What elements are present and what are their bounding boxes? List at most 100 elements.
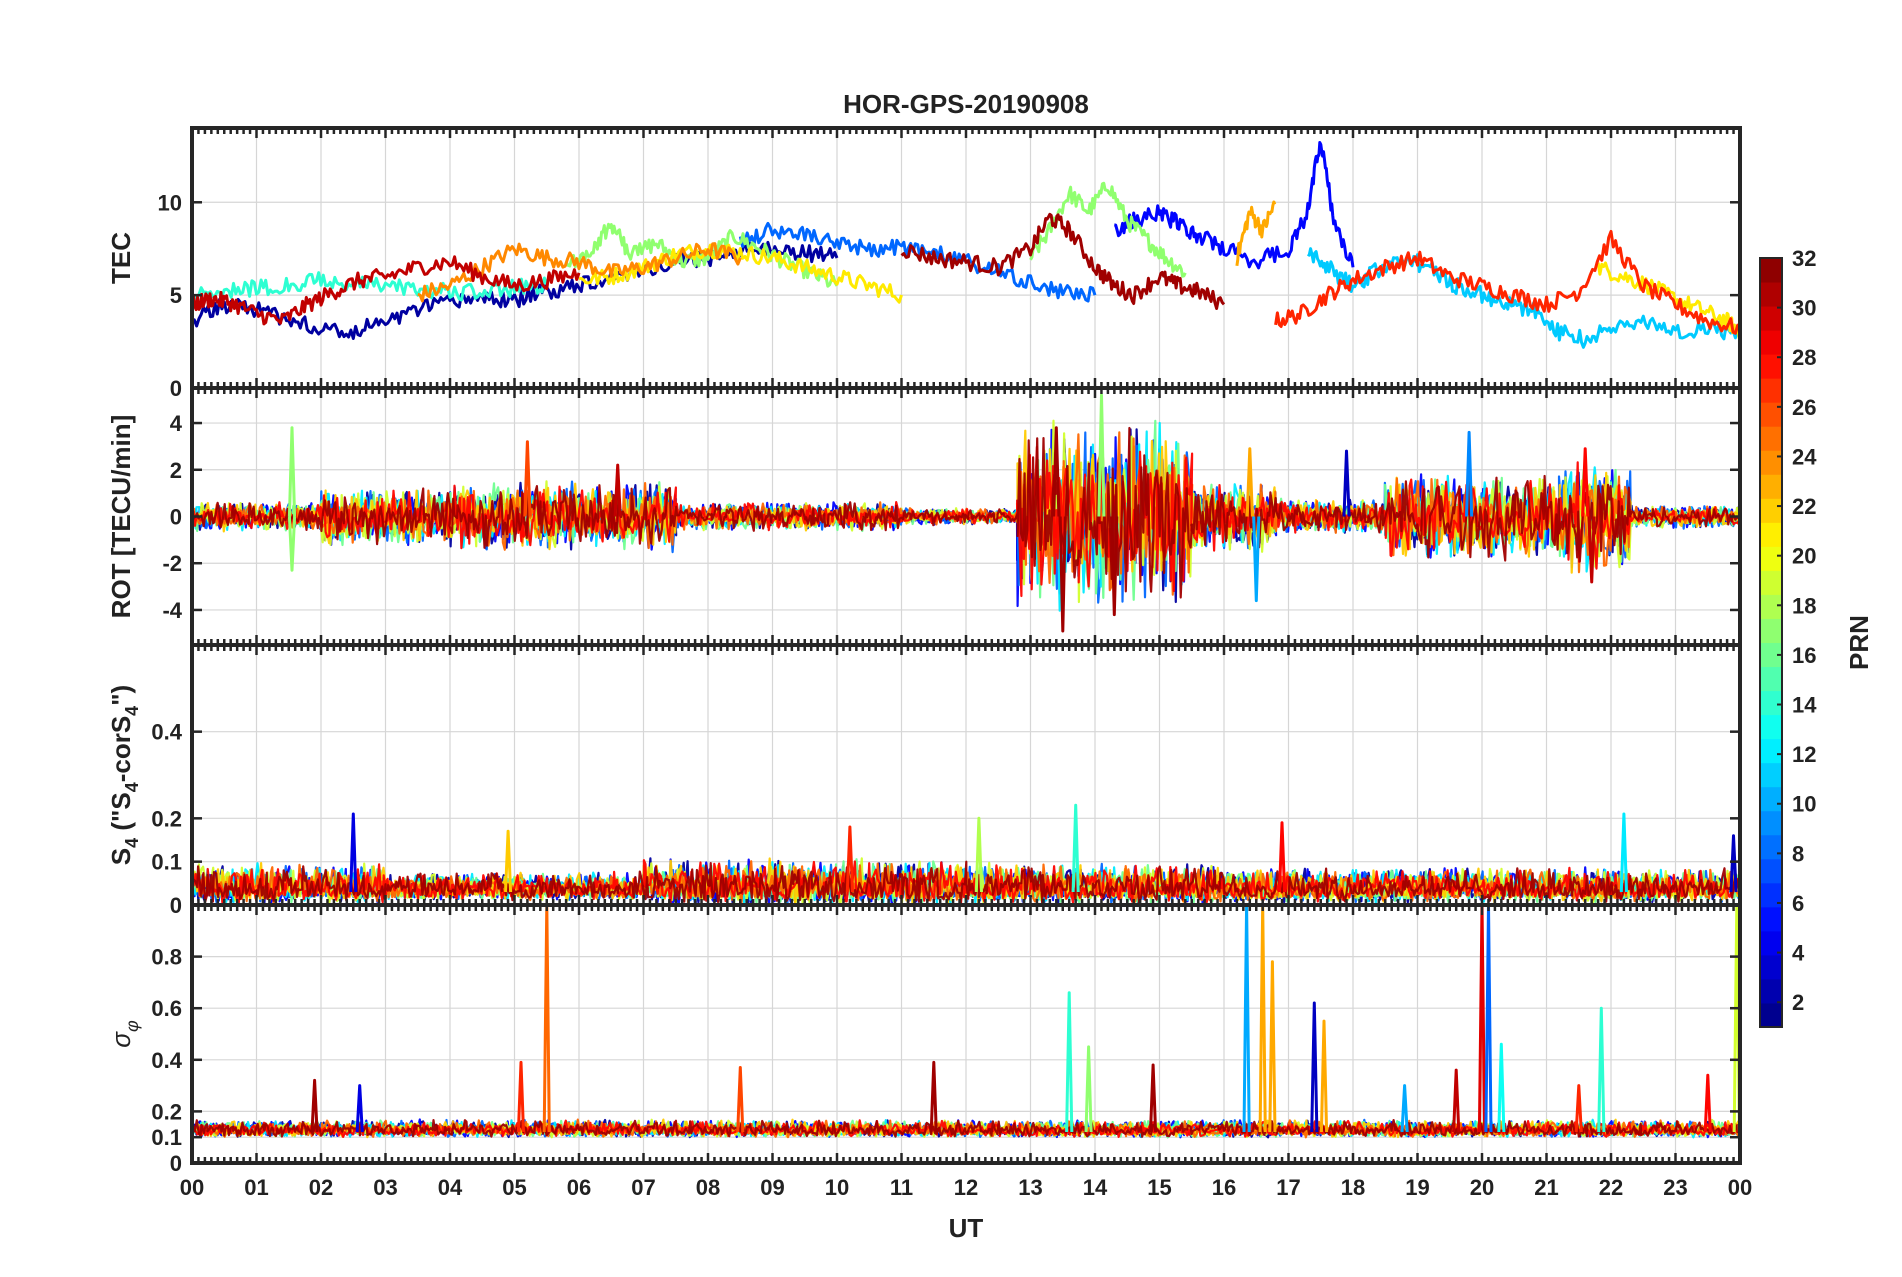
plot-area-sigma bbox=[192, 905, 1740, 1139]
panel-tec: 0 5 10 TEC bbox=[106, 126, 1742, 401]
colorbar-tick-label: 22 bbox=[1792, 494, 1816, 519]
s4-spike-6 bbox=[1729, 834, 1738, 893]
s4-spike-3 bbox=[1278, 821, 1287, 893]
sigma-spike-20 bbox=[1597, 1006, 1606, 1133]
colorbar-tick-label: 8 bbox=[1792, 841, 1804, 866]
sigma-spike-6 bbox=[1065, 991, 1074, 1133]
x-tick-label: 01 bbox=[244, 1175, 268, 1200]
y-label-part: ("S bbox=[106, 792, 136, 838]
rot-spike-13 bbox=[1581, 447, 1590, 517]
plot-area-tec bbox=[192, 141, 1740, 349]
x-tick-label: 13 bbox=[1018, 1175, 1042, 1200]
sigma-spike-19 bbox=[1574, 1084, 1583, 1133]
sigma-spike-15 bbox=[1452, 1068, 1461, 1133]
ticks-tec bbox=[190, 128, 1742, 390]
plot-area-rot bbox=[192, 393, 1740, 633]
rot-spike-1 bbox=[287, 516, 297, 572]
x-tick-label: 22 bbox=[1599, 1175, 1623, 1200]
colorbar-swatch bbox=[1760, 930, 1782, 956]
sigma-noise-prn31 bbox=[192, 1119, 1740, 1138]
s4-noise-prn31 bbox=[192, 860, 1740, 904]
y-tick-label-s4: 0 bbox=[170, 893, 182, 918]
tec-series-prn21-7 bbox=[578, 243, 903, 304]
colorbar-swatch bbox=[1760, 738, 1782, 764]
sigma-spike-18 bbox=[1497, 1042, 1506, 1133]
colorbar-swatch bbox=[1760, 786, 1782, 812]
y-tick-label-sigma: 0.4 bbox=[151, 1048, 182, 1073]
s4-spike-4 bbox=[1619, 812, 1628, 893]
colorbar-swatch bbox=[1760, 1002, 1782, 1028]
rot-spike-2 bbox=[523, 440, 532, 517]
colorbar-swatch bbox=[1760, 690, 1782, 716]
sigma-spike-7 bbox=[1084, 1045, 1093, 1133]
rot-spike-11 bbox=[1465, 430, 1474, 517]
s4-spike-1 bbox=[1071, 803, 1080, 893]
sigma-spike-8 bbox=[1149, 1063, 1158, 1133]
colorbar-swatch bbox=[1760, 282, 1782, 307]
colorbar-swatch bbox=[1760, 882, 1782, 908]
colorbar-swatch bbox=[1760, 618, 1782, 643]
panel-s4: 00.10.20.4S4 ("S4-corS4") bbox=[106, 643, 1742, 918]
x-tick-label: 02 bbox=[309, 1175, 333, 1200]
tec-series-prn27-11 bbox=[1274, 229, 1740, 335]
y-label-sigma: σ bbox=[106, 1031, 136, 1048]
sigma-spike-21 bbox=[1703, 1073, 1712, 1133]
rot-spike-3 bbox=[613, 463, 622, 517]
colorbar-swatch bbox=[1760, 402, 1782, 427]
colorbar-swatch bbox=[1760, 570, 1782, 595]
y-tick-label-rot: 2 bbox=[170, 458, 182, 483]
y-axis-label-tec: TEC bbox=[106, 232, 136, 284]
y-tick-label-tec: 10 bbox=[158, 190, 182, 215]
colorbar-tick-label: 20 bbox=[1792, 544, 1816, 569]
y-tick-label-rot: 0 bbox=[170, 505, 182, 530]
colorbar-tick-label: 32 bbox=[1792, 246, 1816, 271]
colorbar-tick-label: 16 bbox=[1792, 643, 1816, 668]
x-tick-label: 12 bbox=[954, 1175, 978, 1200]
x-tick-label: 20 bbox=[1470, 1175, 1494, 1200]
chart-title: HOR-GPS-20190908 bbox=[843, 89, 1089, 119]
colorbar-swatch bbox=[1760, 354, 1782, 379]
x-tick-label: 09 bbox=[760, 1175, 784, 1200]
s4-spike-5 bbox=[845, 825, 854, 893]
tec-series-prn17-5 bbox=[564, 222, 839, 288]
colorbar-swatch bbox=[1760, 474, 1782, 499]
rot-spike-9 bbox=[1245, 447, 1254, 517]
sigma-spike-9 bbox=[1242, 905, 1251, 1133]
colorbar-swatch bbox=[1760, 258, 1782, 283]
tec-series-prn23-9 bbox=[1235, 200, 1277, 267]
x-axis-label: UT bbox=[949, 1213, 984, 1243]
colorbar-swatch bbox=[1760, 810, 1782, 836]
y-tick-label-sigma: 0.8 bbox=[151, 945, 182, 970]
colorbar-swatch bbox=[1760, 450, 1782, 475]
rot-spike-10 bbox=[1342, 449, 1351, 517]
x-tick-label: 10 bbox=[825, 1175, 849, 1200]
y-tick-label-s4: 0.1 bbox=[151, 850, 182, 875]
tec-series-prn31-13 bbox=[900, 212, 1226, 310]
sigma-spike-16 bbox=[1477, 905, 1487, 1133]
rot-spike-4 bbox=[1058, 516, 1067, 633]
colorbar-tick-label: 30 bbox=[1792, 296, 1816, 321]
x-tick-label: 06 bbox=[567, 1175, 591, 1200]
x-tick-label: 18 bbox=[1341, 1175, 1365, 1200]
rot-spike-8 bbox=[1252, 516, 1261, 603]
colorbar-swatch bbox=[1760, 378, 1782, 403]
x-tick-label: 21 bbox=[1534, 1175, 1558, 1200]
y-tick-label-rot: -2 bbox=[162, 551, 182, 576]
colorbar-swatch bbox=[1760, 666, 1782, 692]
x-tick-label: 23 bbox=[1663, 1175, 1687, 1200]
sigma-spike-3 bbox=[542, 905, 551, 1133]
sigma-spike-14 bbox=[1400, 1084, 1409, 1133]
sigma-spike-12 bbox=[1310, 1001, 1319, 1133]
tec-series-prn30-12 bbox=[192, 255, 581, 326]
colorbar-label: PRN bbox=[1844, 615, 1874, 670]
x-tick-label: 14 bbox=[1083, 1175, 1108, 1200]
colorbar-swatch bbox=[1760, 522, 1782, 547]
y-tick-label-rot: 4 bbox=[170, 411, 183, 436]
y-tick-label-s4: 0.4 bbox=[151, 720, 182, 745]
rot-spike-7 bbox=[1110, 516, 1119, 617]
colorbar-swatch bbox=[1760, 546, 1782, 571]
y-tick-label-s4: 0.2 bbox=[151, 806, 182, 831]
colorbar-swatch bbox=[1760, 498, 1782, 523]
